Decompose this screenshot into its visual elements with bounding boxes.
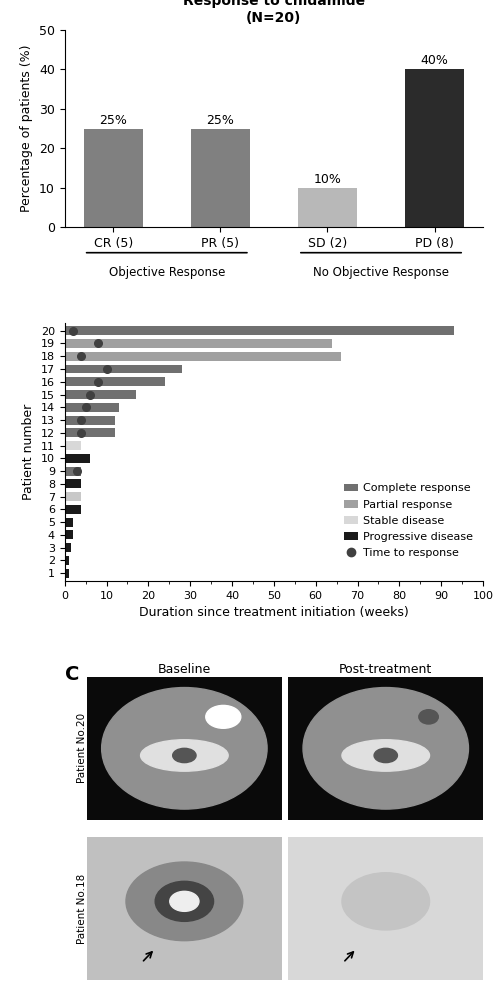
- Legend: Complete response, Partial response, Stable disease, Progressive disease, Time t: Complete response, Partial response, Sta…: [340, 479, 478, 562]
- Y-axis label: Patient No.20: Patient No.20: [77, 713, 87, 783]
- Title: Baseline: Baseline: [158, 663, 211, 676]
- Bar: [65, 365, 182, 373]
- Bar: [405, 69, 464, 227]
- Y-axis label: Patient number: Patient number: [22, 404, 35, 500]
- Bar: [65, 352, 341, 361]
- Y-axis label: Patient No.18: Patient No.18: [77, 873, 87, 944]
- Bar: [191, 129, 250, 227]
- Title: Post-treatment: Post-treatment: [339, 663, 432, 676]
- Ellipse shape: [173, 748, 196, 763]
- Bar: [65, 339, 333, 348]
- Text: No Objective Response: No Objective Response: [313, 266, 449, 279]
- Text: Objective Response: Objective Response: [109, 266, 225, 279]
- Ellipse shape: [303, 688, 469, 809]
- Ellipse shape: [102, 688, 267, 809]
- Bar: [65, 530, 73, 539]
- Ellipse shape: [170, 891, 199, 911]
- Bar: [65, 569, 69, 578]
- Bar: [298, 188, 357, 227]
- Bar: [65, 377, 165, 386]
- Bar: [84, 129, 142, 227]
- Bar: [65, 543, 71, 552]
- Bar: [65, 454, 90, 463]
- Bar: [65, 556, 69, 565]
- Title: Response to chidamide
(N=20): Response to chidamide (N=20): [183, 0, 365, 25]
- Ellipse shape: [140, 740, 228, 771]
- Ellipse shape: [342, 740, 430, 771]
- Text: 25%: 25%: [99, 114, 127, 127]
- Text: C: C: [65, 665, 80, 684]
- X-axis label: Duration since treatment initiation (weeks): Duration since treatment initiation (wee…: [139, 606, 409, 619]
- Ellipse shape: [126, 862, 243, 941]
- Bar: [65, 479, 82, 488]
- Bar: [65, 403, 119, 412]
- Bar: [65, 492, 82, 501]
- Ellipse shape: [419, 710, 438, 724]
- Bar: [65, 467, 82, 476]
- Text: 40%: 40%: [421, 54, 449, 67]
- Text: 10%: 10%: [314, 173, 342, 186]
- Bar: [65, 518, 73, 527]
- Ellipse shape: [374, 748, 397, 763]
- Text: 25%: 25%: [206, 114, 234, 127]
- Ellipse shape: [155, 881, 214, 921]
- Ellipse shape: [342, 873, 430, 930]
- Y-axis label: Percentage of patients (%): Percentage of patients (%): [20, 45, 33, 212]
- Bar: [65, 505, 82, 514]
- Bar: [65, 390, 136, 399]
- Bar: [65, 428, 115, 437]
- Bar: [65, 416, 115, 425]
- Ellipse shape: [206, 705, 241, 728]
- Bar: [65, 326, 454, 335]
- Bar: [65, 441, 82, 450]
